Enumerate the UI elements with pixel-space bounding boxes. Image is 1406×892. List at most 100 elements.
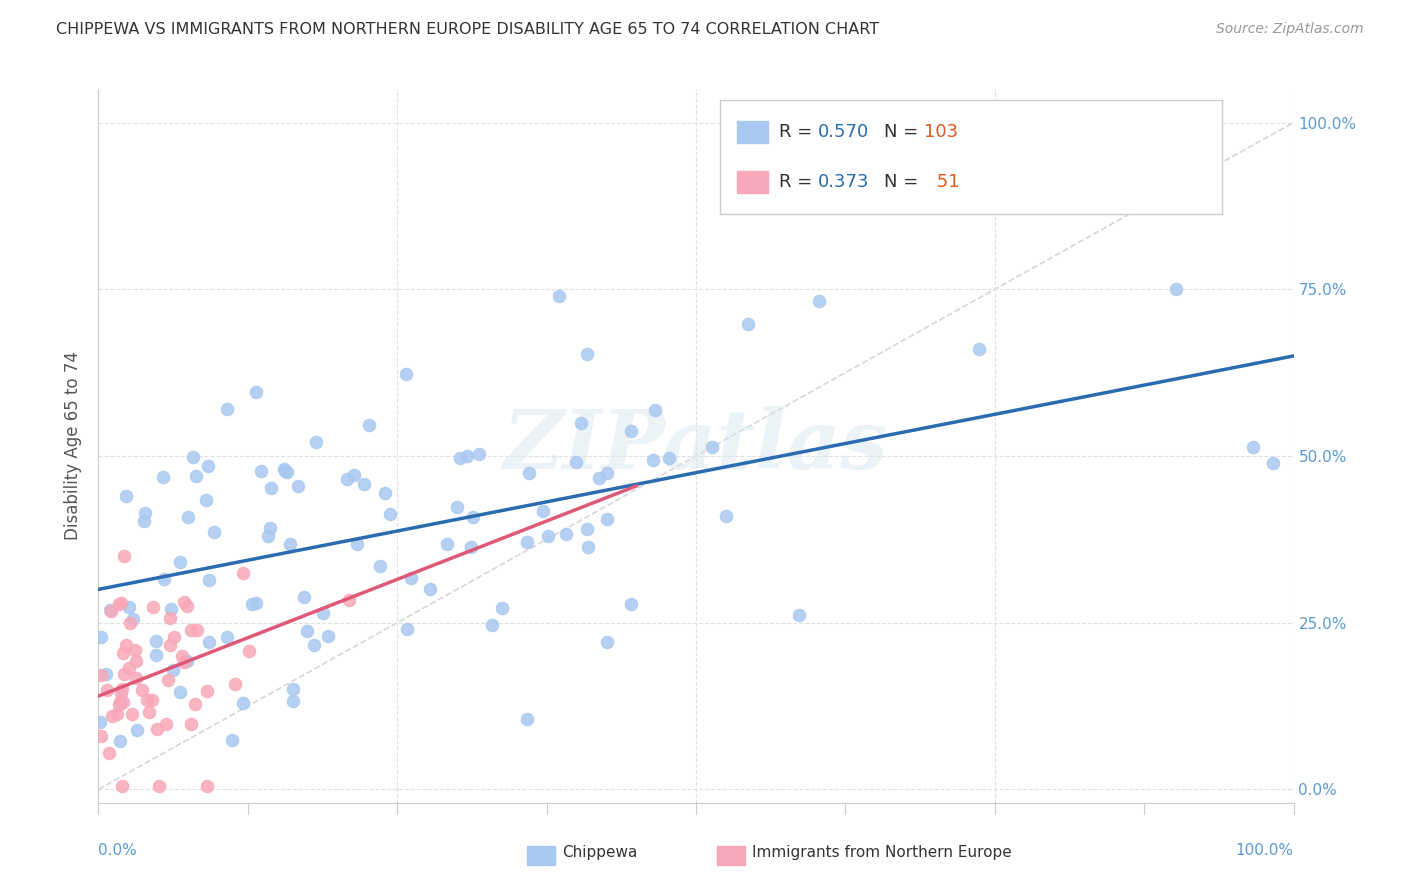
Point	[620, 424, 643, 438]
Point	[148, 779, 170, 793]
Point	[183, 450, 205, 464]
Point	[295, 624, 318, 639]
Point	[278, 537, 301, 551]
Point	[132, 514, 155, 528]
Point	[276, 465, 298, 479]
Point	[460, 540, 482, 554]
Point	[274, 464, 297, 478]
Point	[125, 723, 148, 737]
Point	[112, 646, 135, 660]
Text: 103: 103	[924, 123, 957, 141]
Text: 0.570: 0.570	[818, 123, 869, 141]
Point	[176, 599, 198, 613]
Point	[257, 529, 280, 543]
Point	[138, 706, 160, 720]
Point	[436, 536, 458, 550]
Point	[108, 597, 131, 611]
Text: 0.0%: 0.0%	[98, 843, 138, 858]
Point	[575, 347, 598, 361]
Point	[569, 416, 592, 430]
Point	[163, 630, 186, 644]
Point	[108, 698, 131, 712]
Point	[118, 600, 141, 615]
Point	[292, 590, 315, 604]
Point	[180, 717, 202, 731]
Point	[98, 602, 121, 616]
Point	[238, 643, 260, 657]
Point	[94, 667, 117, 681]
Point	[157, 673, 180, 687]
Point	[374, 486, 396, 500]
Point	[283, 694, 305, 708]
Point	[516, 535, 538, 549]
Point	[195, 493, 218, 508]
Point	[516, 712, 538, 726]
Text: ZIPatlas: ZIPatlas	[503, 406, 889, 486]
Point	[456, 449, 478, 463]
Point	[554, 527, 576, 541]
Point	[173, 595, 195, 609]
Point	[357, 418, 380, 433]
Point	[250, 464, 273, 478]
Point	[184, 697, 207, 711]
Point	[537, 529, 560, 543]
Point	[305, 435, 328, 450]
Point	[112, 549, 135, 563]
Point	[221, 733, 243, 747]
Point	[159, 602, 181, 616]
Point	[110, 695, 132, 709]
Point	[177, 510, 200, 524]
Point	[287, 479, 309, 493]
Point	[245, 384, 267, 399]
Text: Chippewa: Chippewa	[562, 846, 638, 860]
Point	[155, 717, 177, 731]
Point	[110, 686, 132, 700]
Point	[531, 503, 554, 517]
Point	[197, 458, 219, 473]
Point	[120, 615, 142, 630]
Point	[135, 693, 157, 707]
Point	[215, 402, 238, 417]
Point	[337, 593, 360, 607]
Point	[449, 451, 471, 466]
Point	[312, 607, 335, 621]
Point	[114, 489, 136, 503]
Point	[346, 537, 368, 551]
Text: N =: N =	[884, 173, 924, 191]
Text: Source: ZipAtlas.com: Source: ZipAtlas.com	[1216, 22, 1364, 37]
Point	[198, 635, 221, 649]
Point	[620, 597, 643, 611]
Point	[118, 661, 141, 675]
Point	[576, 541, 599, 555]
Point	[1241, 440, 1264, 454]
Point	[115, 638, 138, 652]
Point	[342, 467, 364, 482]
Point	[112, 666, 135, 681]
Point	[124, 642, 146, 657]
Point	[124, 654, 146, 668]
Point	[232, 566, 254, 580]
Point	[519, 466, 541, 480]
Point	[90, 729, 112, 743]
Point	[90, 631, 112, 645]
Point	[808, 294, 831, 309]
Point	[131, 682, 153, 697]
Point	[547, 289, 569, 303]
Point	[89, 715, 111, 730]
Point	[461, 510, 484, 524]
Point	[198, 573, 221, 587]
Point	[105, 706, 128, 721]
Point	[702, 440, 724, 454]
Point	[100, 709, 122, 723]
Point	[596, 466, 619, 480]
Point	[336, 472, 359, 486]
Point	[644, 402, 666, 417]
Point	[446, 500, 468, 514]
Point	[145, 722, 167, 736]
Point	[122, 611, 145, 625]
Point	[259, 520, 281, 534]
Point	[565, 455, 588, 469]
Point	[302, 638, 325, 652]
Point	[1164, 282, 1187, 296]
Text: R =: R =	[779, 173, 818, 191]
